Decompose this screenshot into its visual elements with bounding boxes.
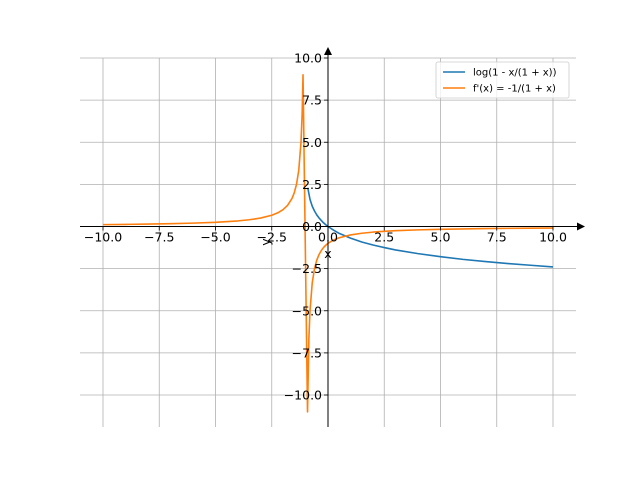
legend: log(1 - x/(1 + x)) f'(x) = -1/(1 + x) bbox=[435, 61, 570, 99]
x-tick-label: −10.0 bbox=[84, 230, 122, 245]
y-tick-label: 2.5 bbox=[302, 177, 322, 192]
y-tick-label: 7.5 bbox=[302, 93, 322, 108]
legend-frame bbox=[435, 61, 570, 99]
x-tick-label: 5.0 bbox=[431, 230, 451, 245]
x-axis-label: x bbox=[324, 246, 331, 261]
legend-label-log: log(1 - x/(1 + x)) bbox=[473, 68, 557, 79]
x-tick-label: −2.5 bbox=[257, 230, 287, 245]
y-tick-label: 0.0 bbox=[302, 219, 322, 234]
x-tick-label: 7.5 bbox=[487, 230, 507, 245]
y-tick-label: 10.0 bbox=[294, 51, 322, 66]
x-axis-arrow bbox=[577, 222, 585, 231]
y-tick-label: 5.0 bbox=[302, 135, 322, 150]
series-line-1 bbox=[102, 74, 554, 413]
series-line-0 bbox=[306, 187, 554, 268]
x-tick-label: 2.5 bbox=[374, 230, 394, 245]
y-tick-label: −10.0 bbox=[284, 388, 322, 403]
x-tick-label: −7.5 bbox=[144, 230, 174, 245]
y-tick-label: −5.0 bbox=[292, 303, 322, 318]
ticks: −10.0 −7.5 −5.0 −2.5 0.0 2.5 5.0 7.5 10.0 10.0 7.5… bbox=[84, 51, 567, 403]
series-layer bbox=[102, 74, 554, 413]
x-tick-label: 0.0 bbox=[318, 230, 338, 245]
legend-label-derivative: f'(x) = -1/(1 + x) bbox=[473, 84, 556, 95]
y-axis-label: y bbox=[258, 238, 273, 246]
y-tick-label: −7.5 bbox=[292, 345, 322, 360]
y-axis-arrow bbox=[324, 47, 332, 55]
y-tick-label: −2.5 bbox=[292, 261, 322, 276]
x-tick-label: −5.0 bbox=[200, 230, 230, 245]
x-tick-label: 10.0 bbox=[539, 230, 567, 245]
